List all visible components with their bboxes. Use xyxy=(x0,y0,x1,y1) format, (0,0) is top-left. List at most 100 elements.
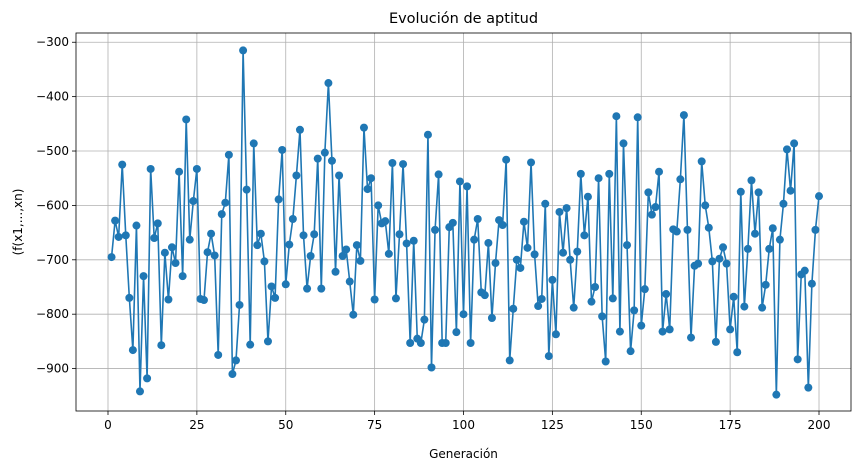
data-point xyxy=(146,164,155,173)
data-point xyxy=(569,303,578,312)
data-point xyxy=(427,363,436,372)
data-point xyxy=(324,79,333,88)
data-point xyxy=(786,186,795,195)
x-tick-label: 100 xyxy=(452,418,475,432)
x-tick-label: 25 xyxy=(189,418,204,432)
data-point xyxy=(772,390,781,399)
data-point xyxy=(399,160,408,169)
data-point xyxy=(612,112,621,121)
y-tick-label: −300 xyxy=(36,35,69,49)
data-point xyxy=(722,259,731,268)
data-point xyxy=(623,241,632,250)
data-point xyxy=(111,216,120,225)
data-point xyxy=(409,236,418,245)
data-point xyxy=(203,248,212,257)
data-point xyxy=(317,284,326,293)
data-point xyxy=(747,176,756,185)
data-point xyxy=(342,245,351,254)
data-point xyxy=(601,357,610,366)
data-point xyxy=(210,251,219,260)
data-point xyxy=(182,115,191,124)
data-point xyxy=(523,243,532,252)
data-point xyxy=(420,315,429,324)
data-point xyxy=(580,231,589,240)
data-point xyxy=(150,234,159,243)
data-point xyxy=(175,167,184,176)
y-tick-label: −600 xyxy=(36,198,69,212)
data-point xyxy=(281,280,290,289)
data-point xyxy=(775,235,784,244)
data-point xyxy=(242,185,251,194)
data-point xyxy=(573,247,582,256)
chart-title: Evolución de aptitud xyxy=(389,11,538,27)
data-point xyxy=(683,225,692,234)
data-point xyxy=(761,280,770,289)
data-point xyxy=(153,219,162,228)
data-point xyxy=(729,292,738,301)
data-point xyxy=(224,150,233,159)
data-point xyxy=(441,339,450,348)
data-point xyxy=(263,337,272,346)
data-point xyxy=(363,185,372,194)
data-point xyxy=(164,295,173,304)
data-point xyxy=(335,171,344,180)
data-point xyxy=(217,210,226,219)
x-tick-label: 75 xyxy=(367,418,382,432)
data-point xyxy=(651,203,660,212)
data-point xyxy=(662,290,671,299)
data-point xyxy=(246,340,255,349)
data-point xyxy=(171,259,180,268)
data-point xyxy=(470,235,479,244)
data-point xyxy=(370,295,379,304)
data-point xyxy=(388,158,397,167)
data-point xyxy=(178,272,187,281)
x-tick-label: 150 xyxy=(630,418,653,432)
data-point xyxy=(121,231,130,240)
data-point xyxy=(548,275,557,284)
data-point xyxy=(271,293,280,302)
data-point xyxy=(313,154,322,163)
data-point xyxy=(189,197,198,206)
plot-frame xyxy=(75,32,852,412)
data-point xyxy=(658,327,667,336)
data-point xyxy=(157,341,166,350)
data-point xyxy=(736,187,745,196)
data-point xyxy=(715,254,724,263)
data-point xyxy=(544,352,553,361)
data-point xyxy=(221,198,230,207)
data-point xyxy=(598,312,607,321)
y-tick-label: −400 xyxy=(36,90,69,104)
data-point xyxy=(278,145,287,154)
data-point xyxy=(502,155,511,164)
data-point xyxy=(505,356,514,365)
data-point xyxy=(395,230,404,239)
data-point xyxy=(327,156,336,165)
x-tick-label: 0 xyxy=(104,418,112,432)
data-point xyxy=(608,294,617,303)
data-point xyxy=(644,188,653,197)
data-point xyxy=(274,195,283,204)
data-point xyxy=(118,160,127,169)
data-point xyxy=(260,257,269,266)
data-point xyxy=(587,297,596,306)
data-point xyxy=(249,139,258,148)
data-point xyxy=(633,113,642,122)
data-point xyxy=(519,217,528,226)
data-point xyxy=(143,374,152,383)
data-point xyxy=(605,169,614,178)
data-point xyxy=(704,223,713,232)
data-point xyxy=(591,282,600,291)
data-point xyxy=(679,111,688,120)
data-point xyxy=(452,328,461,337)
data-point xyxy=(512,255,521,264)
data-point xyxy=(619,139,628,148)
data-point xyxy=(367,174,376,183)
data-point xyxy=(701,201,710,210)
data-point xyxy=(192,164,201,173)
y-tick-label: −500 xyxy=(36,144,69,158)
data-point xyxy=(765,244,774,253)
data-series xyxy=(107,46,823,399)
axis-ticks: 0 25 50 75 100 125 150 175 200 −900 −800 −700 −600 −5… xyxy=(36,35,830,432)
data-point xyxy=(484,238,493,247)
data-point xyxy=(434,170,443,179)
